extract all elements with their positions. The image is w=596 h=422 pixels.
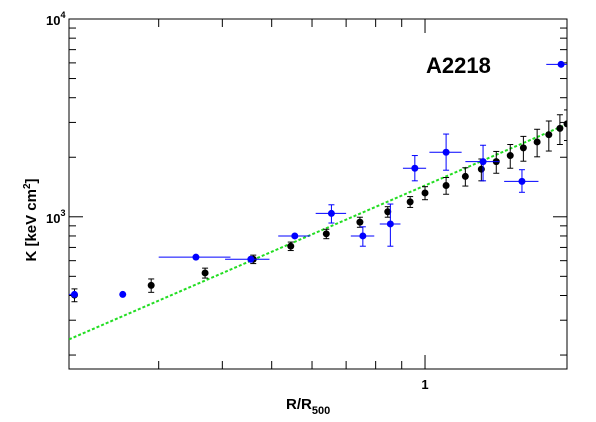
data-point [287,242,295,250]
y-axis-label: K [keV cm2] [22,178,40,261]
data-point [563,120,567,128]
x-axis-label: R/R500 [286,396,330,417]
data-point [359,232,367,240]
data-point [461,172,469,180]
data-point [147,281,155,289]
data-point [70,290,78,298]
x-tick-label: 1 [421,377,428,392]
data-point [477,165,485,173]
data-point [386,220,394,228]
data-point [356,218,364,226]
data-point [556,124,564,132]
data-point [442,148,450,156]
y-tick-label: 103 [46,208,65,226]
data-point [519,144,527,152]
data-point [533,138,541,146]
data-point [322,230,330,238]
data-point [479,158,487,166]
data-point [557,60,565,68]
data-point [518,177,526,185]
chart-title: A2218 [426,53,491,78]
data-point [247,255,255,263]
data-point [291,232,299,240]
data-point [201,269,209,277]
data-point [384,208,392,216]
data-point [421,189,429,197]
fit-line [69,123,567,341]
data-point [411,164,419,172]
data-point [442,181,450,189]
data-point [327,209,335,217]
data-point [119,290,127,298]
data-point [192,253,200,261]
y-tick-label: 104 [46,10,65,28]
plot-area: 103 104 1 A2218 R/R500 K [keV cm2] [22,10,568,417]
data-layer [69,60,567,341]
data-point [406,198,414,206]
plot-frame [68,18,568,370]
data-point [506,152,514,160]
data-point [545,131,553,139]
